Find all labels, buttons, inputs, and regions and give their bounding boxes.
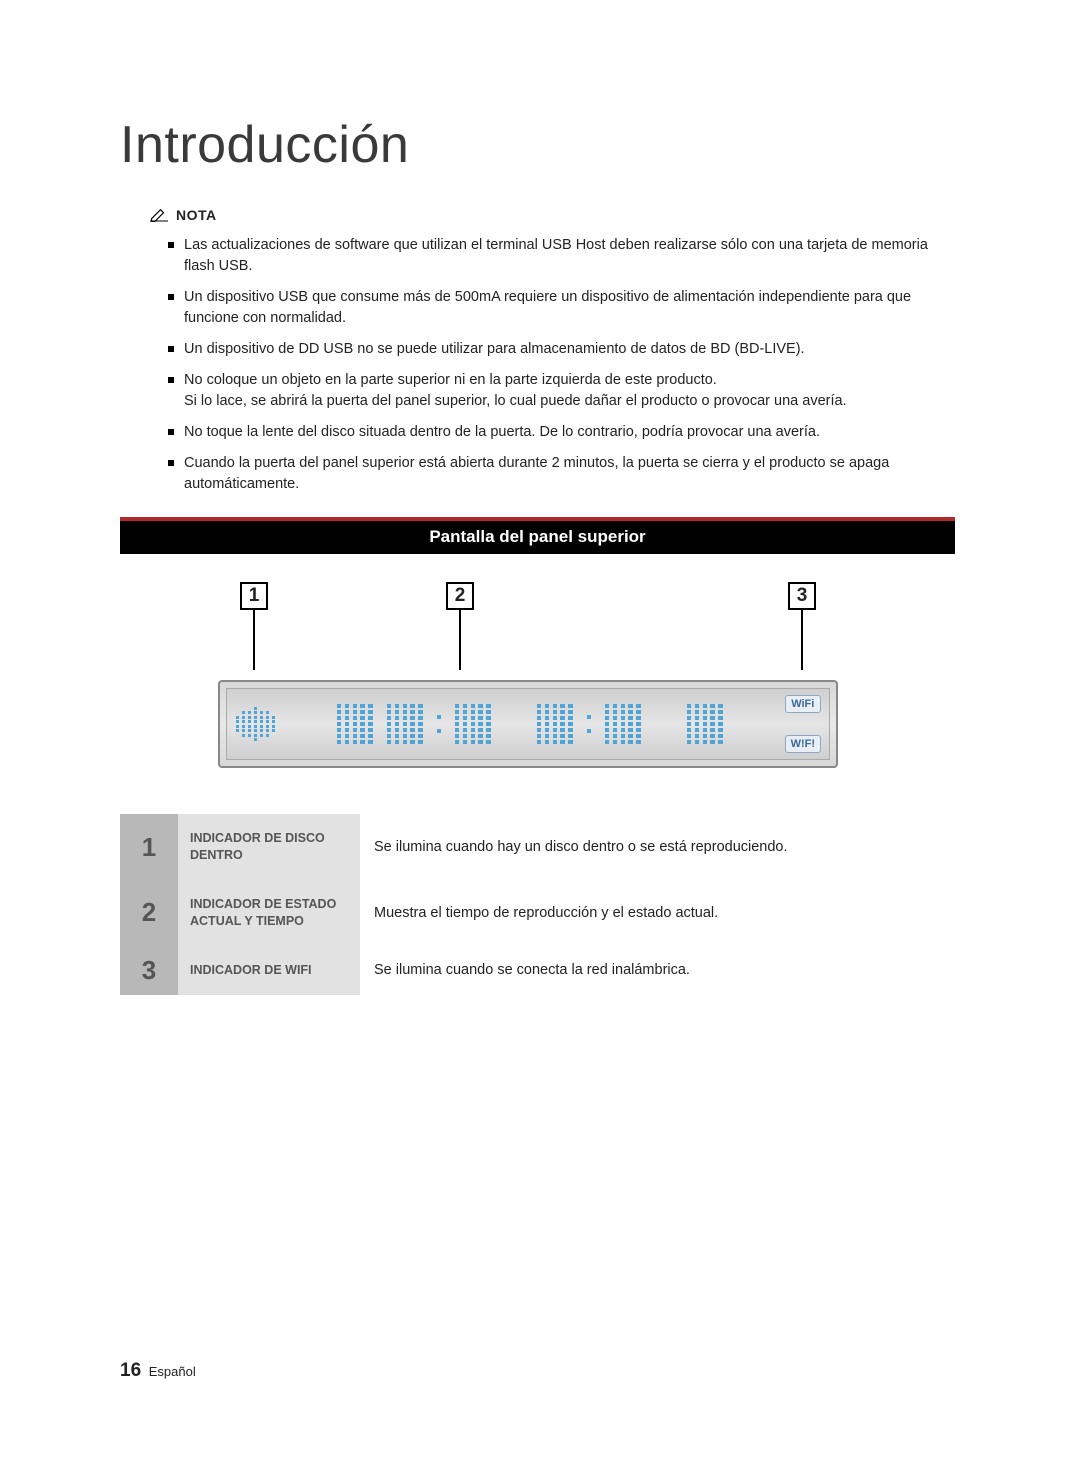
bullet-text: No toque la lente del disco situada dent… [184, 422, 955, 443]
callout-box-1: 1 [240, 582, 268, 610]
panel-diagram: 1 2 3 [218, 582, 838, 768]
pencil-note-icon [150, 208, 168, 222]
page-title: Introducción [120, 115, 955, 175]
list-item: Cuando la puerta del panel superior está… [168, 453, 955, 495]
bullet-text: No coloque un objeto en la parte superio… [184, 370, 955, 412]
nota-label: NOTA [176, 207, 217, 223]
section-banner-title: Pantalla del panel superior [120, 521, 955, 554]
table-row: 2 INDICADOR DE ESTADO ACTUAL Y TIEMPO Mu… [120, 880, 955, 946]
seven-seg-digit [337, 702, 373, 746]
bullet-dot-icon [168, 377, 174, 383]
section-banner: Pantalla del panel superior [120, 517, 955, 554]
list-item: No coloque un objeto en la parte superio… [168, 370, 955, 412]
table-row: 1 INDICADOR DE DISCO DENTRO Se ilumina c… [120, 814, 955, 880]
callout-number: 1 [249, 585, 260, 607]
table-row-description: Muestra el tiempo de reproducción y el e… [360, 880, 955, 946]
table-row-number: 1 [120, 814, 178, 880]
footer-language: Español [149, 1364, 196, 1379]
seven-seg-digit [455, 702, 491, 746]
nota-bullet-list: Las actualizaciones de software que util… [168, 235, 955, 495]
callout-number: 3 [797, 585, 808, 607]
table-row-label: INDICADOR DE WIFI [178, 946, 360, 995]
bullet-text: Un dispositivo USB que consume más de 50… [184, 287, 955, 329]
page-footer: 16 Español [120, 1360, 196, 1382]
page-number: 16 [120, 1360, 141, 1381]
table-row-label: INDICADOR DE DISCO DENTRO [178, 814, 360, 880]
callout-line [801, 610, 803, 670]
bullet-dot-icon [168, 346, 174, 352]
display-panel: WiFi W!F! [218, 680, 838, 768]
callout-number: 2 [455, 585, 466, 607]
bullet-dot-icon [168, 294, 174, 300]
seven-seg-digit [387, 702, 423, 746]
table-row-description: Se ilumina cuando hay un disco dentro o … [360, 814, 955, 880]
bullet-text: Las actualizaciones de software que util… [184, 235, 955, 277]
callout-line [459, 610, 461, 670]
list-item: Un dispositivo USB que consume más de 50… [168, 287, 955, 329]
bullet-dot-icon [168, 429, 174, 435]
bullet-text: Cuando la puerta del panel superior está… [184, 453, 955, 495]
list-item: No toque la lente del disco situada dent… [168, 422, 955, 443]
wifi-indicator: WiFi W!F! [785, 695, 821, 753]
seven-seg-digit [605, 702, 641, 746]
status-time-display [285, 702, 775, 746]
table-row-number: 3 [120, 946, 178, 995]
table-row-label: INDICADOR DE ESTADO ACTUAL Y TIEMPO [178, 880, 360, 946]
indicator-table: 1 INDICADOR DE DISCO DENTRO Se ilumina c… [120, 814, 955, 994]
bullet-text: Un dispositivo de DD USB no se puede uti… [184, 339, 955, 360]
table-row-description: Se ilumina cuando se conecta la red inal… [360, 946, 955, 995]
wifi-label-bottom: W!F! [785, 735, 821, 753]
colon-icon [437, 715, 441, 733]
nota-heading: NOTA [150, 207, 955, 223]
colon-icon [587, 715, 591, 733]
list-item: Las actualizaciones de software que util… [168, 235, 955, 277]
wifi-label-top: WiFi [785, 695, 821, 713]
seven-seg-digit [687, 702, 723, 746]
callout-box-3: 3 [788, 582, 816, 610]
bullet-dot-icon [168, 242, 174, 248]
bullet-dot-icon [168, 460, 174, 466]
list-item: Un dispositivo de DD USB no se puede uti… [168, 339, 955, 360]
callout-line [253, 610, 255, 670]
table-row-number: 2 [120, 880, 178, 946]
seven-seg-digit [537, 702, 573, 746]
table-row: 3 INDICADOR DE WIFI Se ilumina cuando se… [120, 946, 955, 995]
disc-indicator-icon [235, 705, 275, 743]
callout-box-2: 2 [446, 582, 474, 610]
